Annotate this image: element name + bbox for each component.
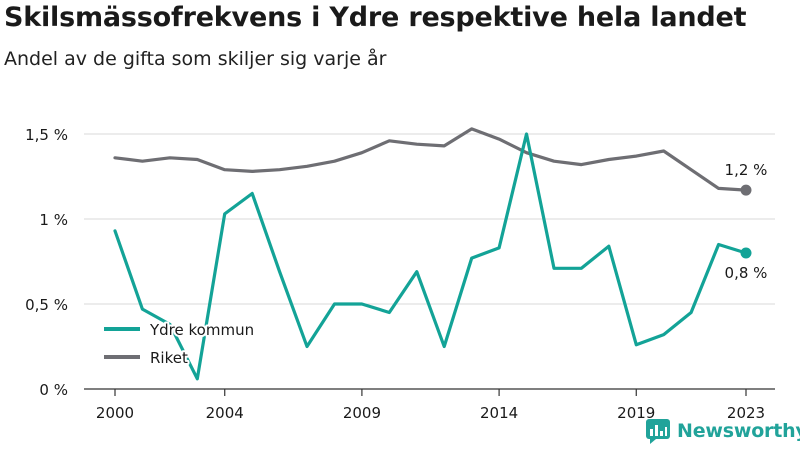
x-tick-label: 2000 — [96, 404, 134, 422]
chart-subtitle: Andel av de gifta som skiljer sig varje … — [4, 48, 387, 70]
endpoint-marker-riket — [740, 184, 752, 196]
end-label-ydre: 0,8 % — [725, 264, 768, 282]
series-lines — [113, 127, 752, 381]
y-tick-label: 0,5 % — [25, 296, 68, 314]
end-labels: 1,2 % 0,8 % — [725, 161, 768, 282]
legend-label-ydre-kommun: Ydre kommun — [149, 321, 254, 339]
end-label-riket: 1,2 % — [725, 161, 768, 179]
newsworthy-logo-icon — [646, 419, 670, 444]
y-tick-label: 1,5 % — [25, 126, 68, 144]
x-tick-label: 2004 — [206, 404, 244, 422]
x-tick-label: 2019 — [617, 404, 655, 422]
series-line-riket — [113, 127, 748, 192]
x-tick-label: 2014 — [480, 404, 518, 422]
legend: Ydre kommun Riket — [104, 319, 256, 369]
axes: 0 % 0,5 % 1 % 1,5 % 2000 2004 2009 2014 2019 2023 — [25, 126, 775, 422]
x-tick-label: 2023 — [727, 404, 765, 422]
x-tick-label: 2009 — [343, 404, 381, 422]
newsworthy-logo-text: Newsworthy — [677, 420, 800, 442]
newsworthy-logo: Newsworthy — [645, 418, 800, 444]
y-tick-label: 0 % — [39, 381, 68, 399]
series-line-ydre-kommun — [113, 132, 748, 381]
chart-title: Skilsmässofrekvens i Ydre respektive hel… — [4, 2, 747, 33]
y-tick-label: 1 % — [39, 211, 68, 229]
legend-label-riket: Riket — [150, 349, 188, 367]
endpoint-marker-ydre-kommun — [740, 247, 752, 259]
